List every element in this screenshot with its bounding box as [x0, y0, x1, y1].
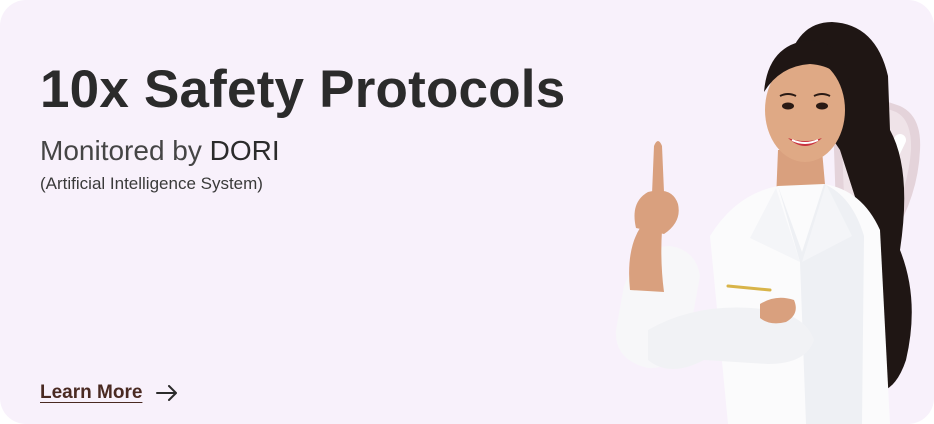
brand-name: DORI [209, 135, 280, 166]
subline-prefix: Monitored by [40, 135, 202, 166]
arrow-right-icon [156, 385, 178, 401]
banner-headline: 10x Safety Protocols [40, 60, 566, 119]
hero-illustration [615, 22, 921, 424]
learn-more-link[interactable]: Learn More [40, 380, 178, 406]
banner-subline: Monitored by DORI [40, 133, 280, 169]
person-photo [615, 22, 912, 424]
learn-more-label: Learn More [40, 382, 143, 403]
banner-note: (Artificial Intelligence System) [40, 174, 263, 193]
